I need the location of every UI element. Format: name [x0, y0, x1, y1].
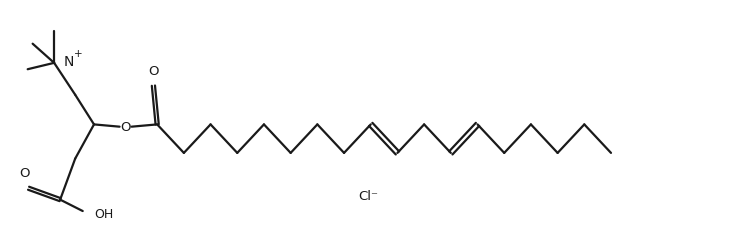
Text: O: O [20, 166, 30, 179]
Text: O: O [148, 64, 159, 77]
Text: N: N [64, 54, 74, 68]
Text: OH: OH [94, 207, 114, 220]
Text: Cl⁻: Cl⁻ [359, 189, 378, 202]
Text: O: O [120, 121, 131, 134]
Text: +: + [74, 48, 83, 58]
